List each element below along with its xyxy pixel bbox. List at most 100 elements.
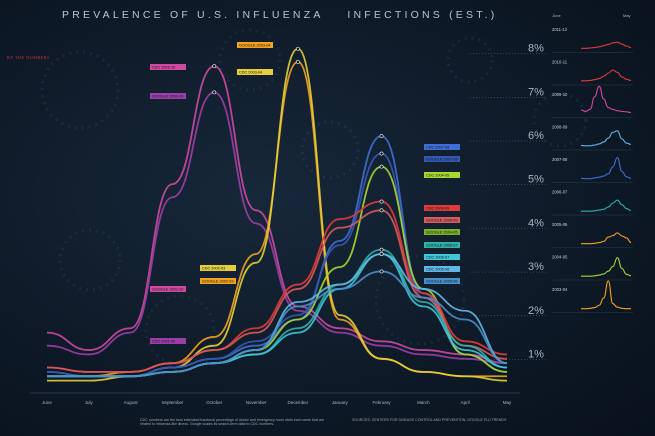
series-line [46,65,508,365]
series-google-2009-10 [46,90,508,365]
peak-marker [296,46,300,51]
annotation-label: CDC 2007-08 [426,146,449,150]
virus-circle [218,28,282,92]
series-line [46,200,508,373]
small-multiple-2004-05: 2004-05 [552,255,633,281]
annotation-tag: GOOGLE 2002-03 [200,278,236,284]
series-line [46,253,508,378]
peak-marker [212,90,217,95]
small-multiple-label: 2010-11 [552,60,568,65]
annotation-label: GOOGLE 2009-10 [152,95,183,99]
x-tick-label: May [503,400,512,405]
x-tick-label: September [161,400,184,405]
x-tick-label: April [461,400,470,405]
annotation-tag: GOOGLE 2008-09 [424,217,460,223]
background-virus-pattern [40,28,588,366]
annotation-label: GOOGLE 2001-02 [152,288,183,292]
x-tick-label: October [206,400,223,405]
x-tick-label: November [246,400,267,405]
page-title: PREVALENCE OF U.S. INFLUENZA INFECTIONS … [62,9,498,21]
annotation-box [150,286,186,292]
annotation-box [424,156,460,162]
series-cdc-2008-09 [46,199,508,373]
y-tick-label: 3% [528,261,544,273]
annotation-tag: GOOGLE 2003-04 [237,42,273,48]
annotation-box [424,254,460,260]
annotation-box [424,205,460,211]
x-tick-label: June [42,400,52,405]
annotation-box [150,338,186,344]
small-multiple-line [581,69,632,82]
virus-circle [58,228,122,292]
small-multiple-label: 2009-10 [552,92,568,97]
small-multiple-line [581,280,631,310]
annotation-label: CDC 2005-06 [426,268,449,272]
annotation-label: GOOGLE 2003-04 [239,44,270,48]
annotation-box [150,93,186,99]
small-multiple-2006-07: 2006-07 [552,190,633,216]
annotation-box [237,69,273,75]
series-line [46,91,508,365]
x-tick-label: January [332,400,349,405]
annotation-tag: GOOGLE 2001-02 [150,286,186,292]
annotation-box [424,217,460,223]
small-multiple-label: 2007-08 [552,157,568,162]
peak-marker [379,208,384,213]
annotation-box [200,278,236,284]
annotation-box [424,144,460,150]
footer-note: CDC numbers are the best estimated fract… [140,418,325,427]
annotation-label: GOOGLE 2005-06 [426,280,457,284]
annotation-box [424,266,460,272]
virus-circle [532,92,588,148]
footer-sources: SOURCES: CENTERS FOR DISEASE CONTROL AND… [352,418,507,422]
series-google-2005-06 [46,269,508,378]
small-multiple-2008-09: 2008-09 [552,125,633,151]
annotation-label: GOOGLE 2002-03 [202,280,233,284]
annotation-tag: CDC 2008-09 [424,205,460,211]
small-multiples-end-label: May [623,13,631,18]
peak-marker [379,247,384,252]
annotation-label: GOOGLE 2007-08 [426,158,457,162]
virus-circle [374,254,466,346]
peak-marker [379,164,384,169]
annotation-tag: CDC 2009-10 [150,64,186,70]
annotation-tag: CDC 2007-08 [424,144,460,150]
small-multiple-label: 2006-07 [552,190,568,195]
annotation-tag: GOOGLE 2006-07 [424,242,460,248]
annotation-label: CDC 2008-09 [426,207,449,211]
small-multiple-line [580,85,632,114]
small-multiples-start-label: June [552,13,561,18]
by-the-numbers-badge: BY THE NUMBERS [7,55,50,60]
annotation-box [200,265,236,271]
annotation-box [424,278,460,284]
annotation-box [237,42,273,48]
small-multiple-label: 2005-06 [552,222,568,227]
x-tick-label: July [85,400,94,405]
x-tick-label: December [288,400,309,405]
small-multiple-label: 2008-09 [552,125,568,130]
y-tick-label: 7% [528,86,544,98]
x-tick-label: February [373,400,392,405]
peak-marker [379,151,384,156]
annotation-label: CDC 2009-10 [152,66,175,70]
annotation-tag: CDC 2001-02 [150,338,186,344]
small-multiple-line [581,232,632,245]
x-tick-label: August [124,400,139,405]
annotation-tag: CDC 2004-05 [424,172,460,178]
annotation-tag: GOOGLE 2005-06 [424,278,460,284]
peak-marker [379,252,384,256]
small-multiple-label: 2011-12 [552,27,568,32]
annotation-tag: GOOGLE 2007-08 [424,156,460,162]
small-multiple-2003-04: 2003-04 [552,280,633,313]
annotation-tag: CDC 2005-06 [424,266,460,272]
small-multiple-label: 2003-04 [552,287,568,292]
small-multiple-2010-11: 2010-11 [552,60,633,86]
annotation-box [150,64,186,70]
peak-marker [296,59,300,64]
peak-marker [212,64,217,69]
annotation-tag: CDC 2006-07 [424,254,460,260]
annotation-tag: GOOGLE 2004-05 [424,229,460,235]
virus-circle [40,50,120,130]
